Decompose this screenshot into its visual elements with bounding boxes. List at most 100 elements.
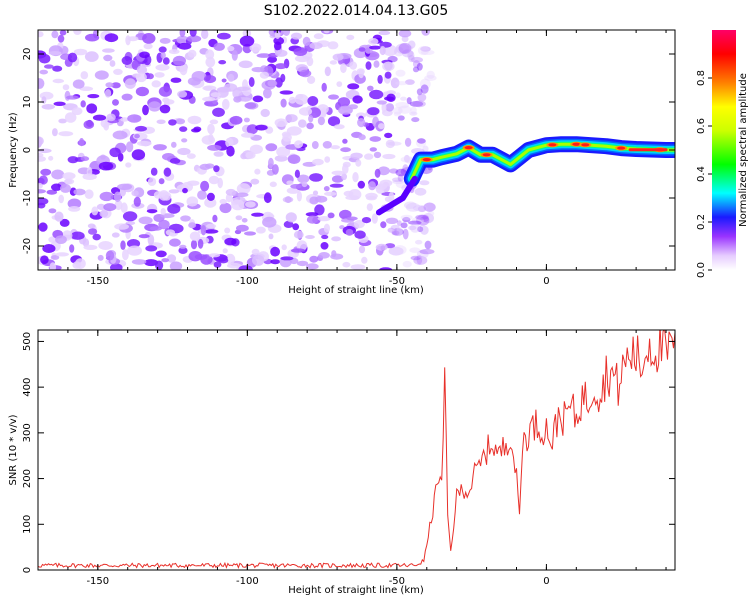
noise-blob [424, 75, 437, 81]
noise-blob [292, 223, 300, 231]
noise-blob [294, 169, 300, 178]
noise-blob [167, 203, 181, 214]
noise-blob [343, 190, 354, 197]
noise-blob [336, 81, 343, 87]
noise-blob [408, 55, 415, 63]
noise-blob [409, 111, 418, 116]
noise-blob [285, 114, 298, 123]
noise-blob [212, 214, 218, 223]
noise-blob [267, 56, 277, 63]
noise-blob [73, 188, 86, 196]
noise-blob [256, 226, 266, 234]
noise-blob [143, 43, 153, 50]
noise-blob [112, 99, 119, 106]
noise-blob [375, 243, 388, 251]
colorbar-gradient [712, 30, 736, 270]
spectrogram-ytick-label: -20 [22, 238, 33, 254]
noise-blob [142, 104, 149, 116]
noise-blob [412, 100, 426, 108]
spectrogram-xtick-label: -100 [236, 276, 259, 287]
noise-blob [290, 184, 302, 189]
noise-blob [244, 102, 257, 109]
noise-blob [396, 226, 403, 237]
noise-blob [155, 250, 167, 258]
noise-blob [204, 229, 219, 234]
noise-blob [353, 220, 365, 229]
noise-blob [239, 35, 255, 47]
noise-blob [199, 163, 211, 170]
noise-blob [427, 210, 435, 216]
noise-blob [402, 216, 411, 223]
noise-blob [147, 177, 157, 186]
noise-blob [417, 226, 424, 233]
noise-blob [67, 198, 82, 209]
noise-blob [274, 63, 287, 70]
noise-blob [382, 153, 396, 160]
noise-blob [151, 80, 161, 88]
noise-blob [49, 262, 57, 270]
noise-blob [112, 130, 128, 140]
noise-blob [204, 197, 217, 208]
noise-blob [207, 123, 215, 135]
noise-blob [96, 203, 106, 210]
noise-blob [250, 178, 260, 185]
noise-blob [55, 235, 67, 245]
noise-blob [111, 82, 121, 89]
noise-blob [127, 245, 142, 256]
spectrogram-noise [38, 30, 437, 270]
snr-ytick-label: 400 [22, 378, 33, 397]
noise-blob [268, 157, 274, 169]
noise-blob [422, 145, 429, 153]
spectrogram-xtick-label: -50 [389, 276, 405, 287]
noise-blob [346, 216, 358, 221]
noise-blob [395, 168, 407, 177]
noise-blob [280, 256, 294, 261]
noise-blob [171, 141, 177, 148]
noise-blob [327, 212, 335, 219]
noise-blob [302, 36, 311, 47]
noise-blob [262, 216, 277, 228]
noise-blob [410, 56, 423, 63]
noise-blob [155, 260, 164, 270]
noise-blob [290, 32, 303, 40]
noise-blob [105, 250, 115, 261]
noise-blob [263, 192, 272, 204]
noise-blob [240, 152, 248, 160]
colorbar-ticks: 0.0 0.2 0.4 0.6 0.8 [696, 70, 712, 278]
noise-blob [393, 111, 401, 117]
noise-blob [125, 35, 131, 46]
noise-blob [390, 77, 400, 89]
noise-blob [426, 70, 435, 79]
noise-blob [385, 139, 395, 149]
noise-blob [365, 61, 372, 70]
noise-blob [361, 256, 368, 264]
noise-blob [350, 264, 366, 270]
noise-blob [125, 141, 134, 153]
snr-ytick-label: 100 [22, 515, 33, 534]
noise-blob [265, 143, 278, 152]
noise-blob [159, 37, 171, 44]
noise-blob [331, 236, 341, 242]
noise-blob [111, 232, 120, 238]
noise-blob [51, 169, 65, 180]
noise-blob [386, 93, 396, 103]
noise-blob [369, 45, 382, 50]
noise-blob [233, 96, 242, 103]
noise-blob [146, 73, 154, 80]
noise-blob [120, 117, 129, 122]
noise-blob [324, 156, 331, 163]
noise-blob [150, 167, 158, 176]
noise-blob [72, 79, 85, 89]
noise-blob [283, 220, 294, 228]
noise-blob [341, 173, 347, 181]
noise-blob [410, 255, 421, 261]
noise-blob [201, 30, 209, 40]
noise-blob [40, 168, 52, 176]
noise-blob [213, 151, 224, 157]
noise-blob [212, 107, 225, 118]
noise-blob [251, 67, 265, 73]
noise-blob [80, 100, 86, 108]
noise-blob [102, 48, 115, 53]
noise-blob [403, 154, 410, 163]
